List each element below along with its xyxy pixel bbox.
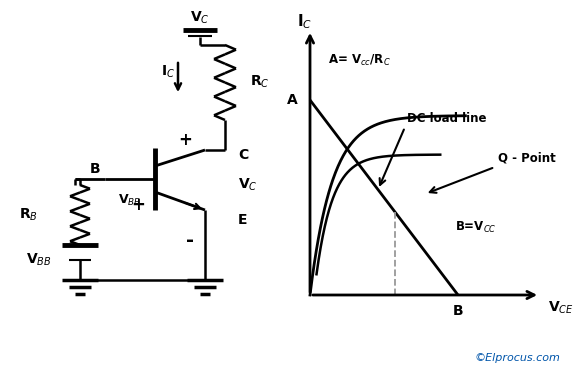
Text: V$_C$: V$_C$ <box>238 177 258 193</box>
Text: DC load line: DC load line <box>407 112 486 125</box>
Text: V$_{CE}$: V$_{CE}$ <box>548 300 574 316</box>
Text: -: - <box>186 230 194 250</box>
Text: B=V$_{CC}$: B=V$_{CC}$ <box>455 220 496 234</box>
Text: Q - Point: Q - Point <box>498 152 556 165</box>
Text: B: B <box>453 304 463 318</box>
Text: +: + <box>131 196 145 214</box>
Text: R$_B$: R$_B$ <box>19 207 38 223</box>
Text: V$_{BE}$: V$_{BE}$ <box>118 193 141 207</box>
Text: E: E <box>238 213 247 227</box>
Text: +: + <box>178 131 192 149</box>
Text: I$_C$: I$_C$ <box>161 64 175 80</box>
Text: C: C <box>238 148 248 162</box>
Text: R$_C$: R$_C$ <box>250 74 270 90</box>
Text: V$_{BB}$: V$_{BB}$ <box>26 252 52 268</box>
Text: ©Elprocus.com: ©Elprocus.com <box>474 353 560 363</box>
Text: B: B <box>89 162 100 176</box>
Text: I$_C$: I$_C$ <box>297 13 313 32</box>
Text: V$_C$: V$_C$ <box>190 10 210 26</box>
Text: A: A <box>288 93 298 107</box>
Text: A= V$_{cc}$/R$_C$: A= V$_{cc}$/R$_C$ <box>328 52 391 68</box>
